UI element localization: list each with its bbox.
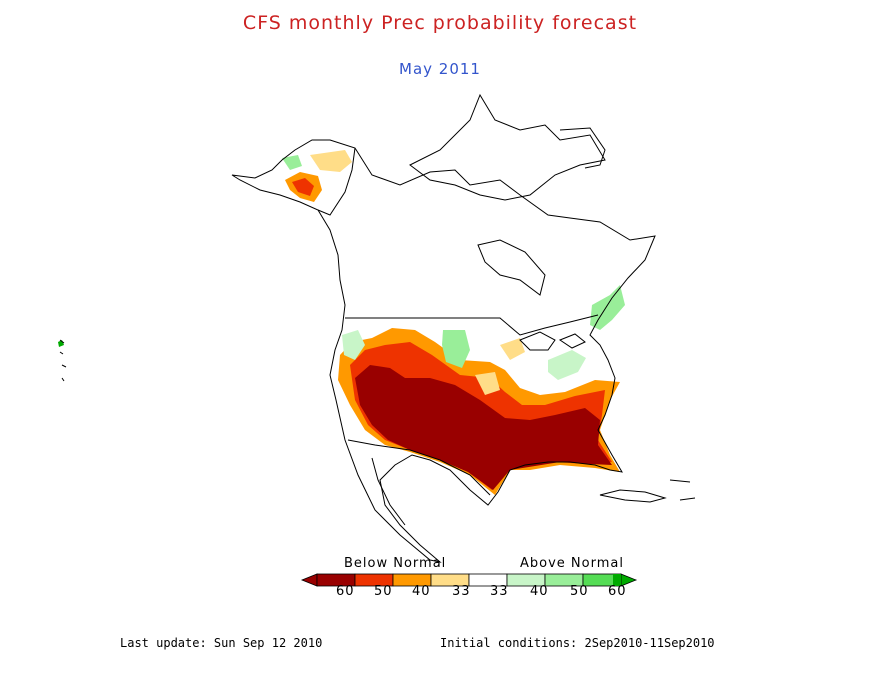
ohio-valley-green <box>548 350 586 380</box>
map-title: CFS monthly Prec probability forecast <box>242 12 638 34</box>
caribbean-islands <box>669 479 696 501</box>
legend-tick-label: 50 <box>374 584 393 599</box>
plains-yellow <box>475 372 500 395</box>
us-canada-border <box>345 314 599 336</box>
alaska-border <box>317 147 356 216</box>
northeast-green <box>590 285 625 330</box>
legend-tick-label: 60 <box>336 584 355 599</box>
legend-tick-label: 40 <box>530 584 549 599</box>
initial-conditions-text: Initial conditions: 2Sep2010-11Sep2010 <box>440 636 715 650</box>
alaska-green-area <box>282 155 302 170</box>
legend-tick-label: 60 <box>608 584 627 599</box>
legend-arrow-left <box>300 573 318 587</box>
hawaii-islands <box>59 339 67 382</box>
cuba <box>599 489 667 503</box>
legend-swatch-above-60 <box>613 574 621 586</box>
alaska-red-area <box>292 178 314 196</box>
legend-tick-label: 33 <box>452 584 471 599</box>
legend-tick-label: 50 <box>570 584 589 599</box>
greatlakes-yellow <box>500 338 525 360</box>
greenland-edge <box>559 127 606 169</box>
legend-tick-label: 40 <box>412 584 431 599</box>
us-darkred-core <box>355 365 612 490</box>
arctic-islands <box>409 93 606 201</box>
north-plains-green <box>442 330 470 368</box>
last-update-text: Last update: Sun Sep 12 2010 <box>120 636 323 650</box>
baja-california <box>371 457 406 526</box>
us-mexico-border <box>347 439 491 496</box>
continent-outlines <box>59 93 696 563</box>
north-america-coastline <box>231 139 656 563</box>
northwest-green <box>342 330 365 360</box>
legend-above-label: Above Normal <box>520 556 624 571</box>
legend-below-label: Below Normal <box>344 556 447 571</box>
map-subtitle: May 2011 <box>399 60 481 78</box>
alaska-yellow-area <box>310 150 352 172</box>
great-lakes <box>519 331 586 351</box>
probability-shading <box>58 150 625 495</box>
hudson-bay <box>477 239 546 296</box>
legend-tick-label: 33 <box>490 584 509 599</box>
legend-colorbar <box>300 573 638 587</box>
